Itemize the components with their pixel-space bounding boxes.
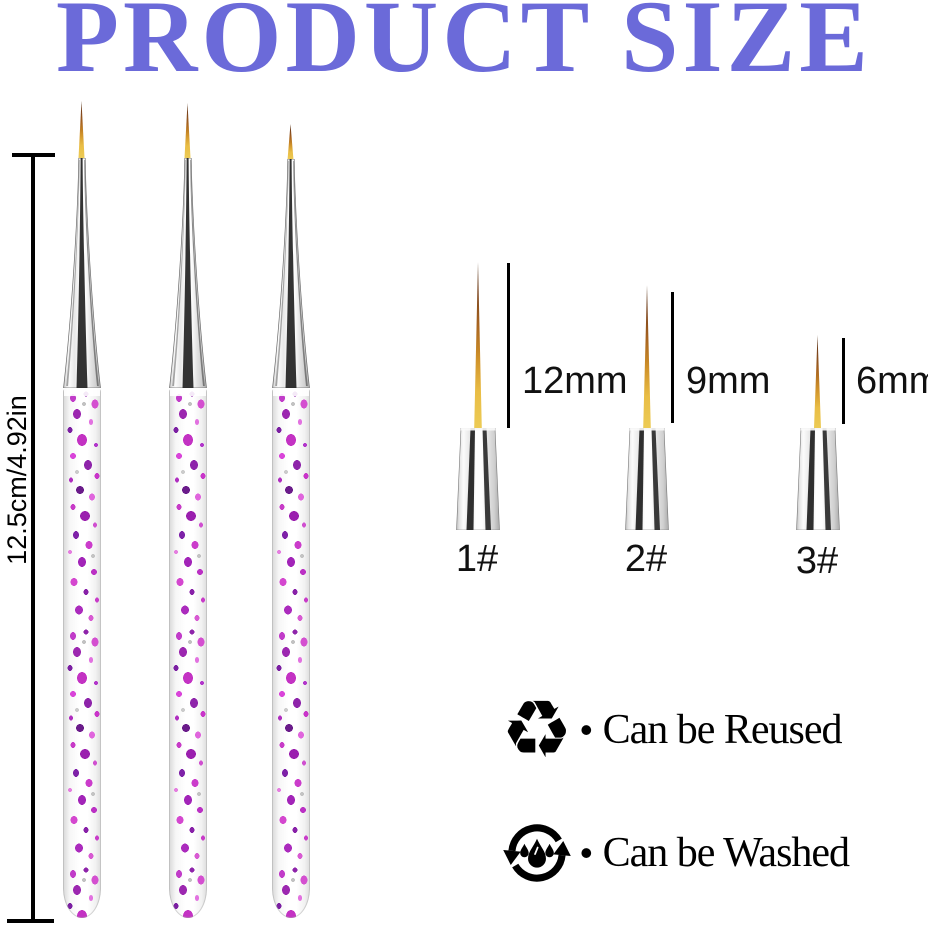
feature-reusable-text: Can be Reused — [602, 707, 843, 753]
brush-tip-ferrule — [625, 428, 669, 530]
brush-bristle — [287, 124, 294, 160]
feature-washable-text: Can be Washed — [602, 830, 850, 876]
brush-number-label-2: 2# — [624, 538, 668, 580]
tip-length-label-3: 6mm — [856, 360, 928, 402]
brush-bristle — [78, 101, 85, 158]
brush-handle — [169, 388, 207, 918]
brush-ferrule — [272, 159, 310, 388]
recycle-icon: ♻ — [501, 683, 573, 776]
brush-number-label-1: 1# — [455, 538, 499, 580]
tip-length-line-2 — [671, 292, 674, 423]
brush-handle — [272, 388, 310, 918]
tip-length-line-1 — [507, 263, 510, 428]
tip-length-label-2: 9mm — [686, 360, 771, 402]
tip-length-label-1: 12mm — [522, 360, 628, 402]
feature-bullet: • — [580, 832, 593, 873]
feature-reusable: ♻ • Can be Reused — [498, 690, 842, 770]
feature-washable: • Can be Washed — [498, 813, 850, 893]
brush-number-label-3: 3# — [795, 540, 839, 582]
brush-bristle — [184, 103, 191, 158]
brush-handle — [63, 388, 101, 918]
brush-ferrule — [63, 158, 101, 388]
brush-tip-bristle — [643, 285, 651, 428]
length-dimension-label: 12.5cm/4.92in — [2, 395, 32, 565]
wash-icon — [498, 818, 576, 888]
brush-tip-ferrule — [456, 428, 500, 530]
brush-ferrule — [169, 158, 207, 388]
brush-tip-ferrule — [796, 428, 840, 530]
brush-tip-bristle — [474, 262, 482, 428]
length-dimension-line — [31, 155, 35, 921]
length-dimension-bottom-bar — [7, 919, 54, 923]
tip-length-line-3 — [842, 338, 845, 424]
page-title: PRODUCT SIZE — [56, 0, 872, 94]
feature-bullet: • — [580, 709, 593, 750]
brush-tip-bristle — [814, 335, 821, 428]
